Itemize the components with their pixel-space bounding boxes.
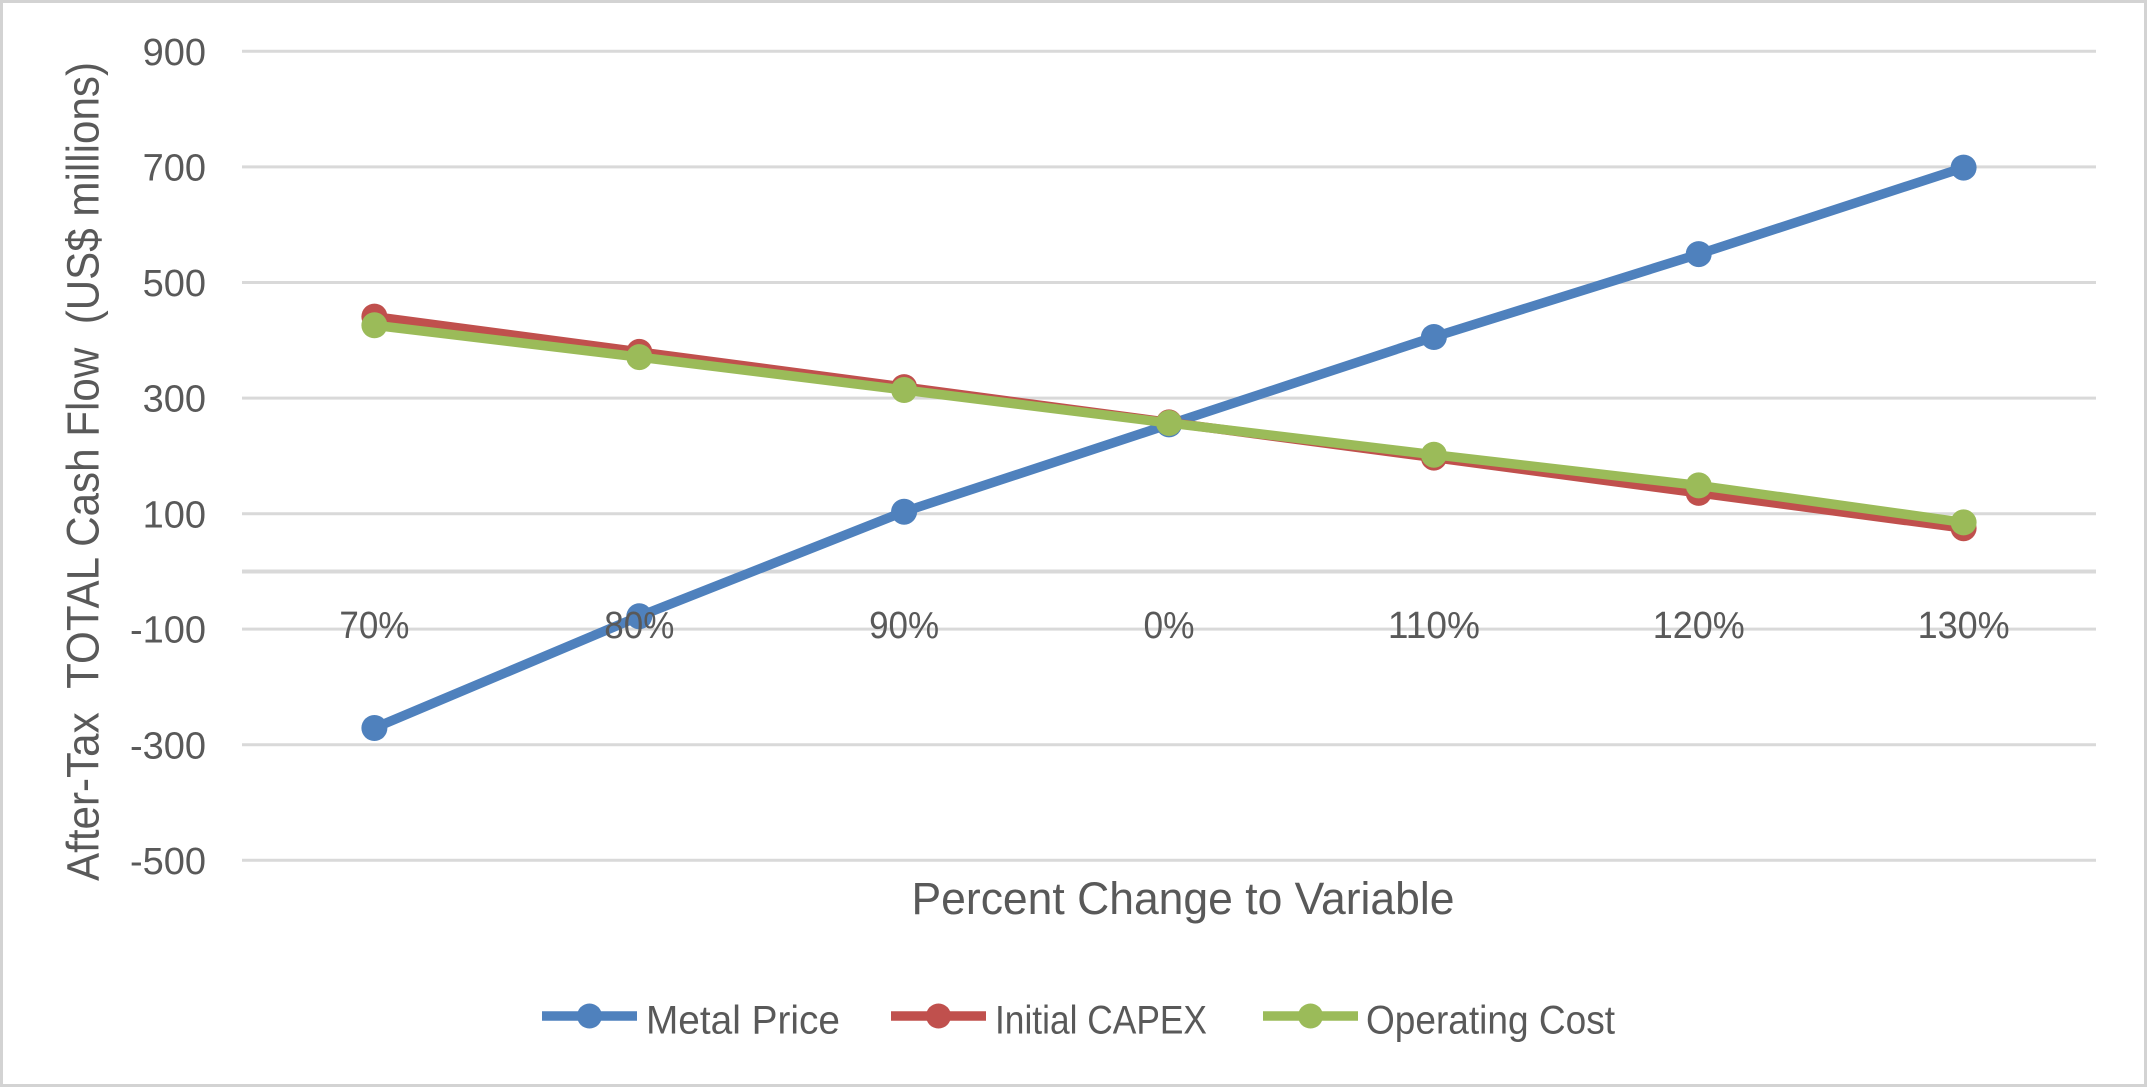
svg-text:120%: 120%: [1653, 605, 1745, 647]
svg-text:-100: -100: [130, 610, 206, 652]
svg-text:300: 300: [143, 379, 206, 421]
svg-text:Operating Cost: Operating Cost: [1366, 999, 1615, 1043]
svg-text:130%: 130%: [1918, 605, 2010, 647]
svg-text:After-Tax TOTAL Cash Flow (U: After-Tax TOTAL Cash Flow (US$ millions): [58, 62, 109, 881]
svg-text:-500: -500: [130, 841, 206, 883]
svg-text:0%: 0%: [1144, 605, 1195, 647]
svg-text:110%: 110%: [1388, 605, 1480, 647]
svg-text:Initial CAPEX: Initial CAPEX: [995, 999, 1207, 1043]
svg-text:80%: 80%: [604, 605, 674, 647]
svg-text:500: 500: [143, 263, 206, 305]
svg-text:70%: 70%: [339, 605, 409, 647]
svg-text:100: 100: [143, 494, 206, 536]
svg-text:Metal Price: Metal Price: [646, 999, 840, 1043]
svg-text:90%: 90%: [869, 605, 939, 647]
svg-text:700: 700: [143, 148, 206, 190]
svg-text:Percent Change to Variable: Percent Change to Variable: [912, 873, 1455, 924]
svg-text:900: 900: [143, 32, 206, 74]
svg-text:-300: -300: [130, 725, 206, 767]
